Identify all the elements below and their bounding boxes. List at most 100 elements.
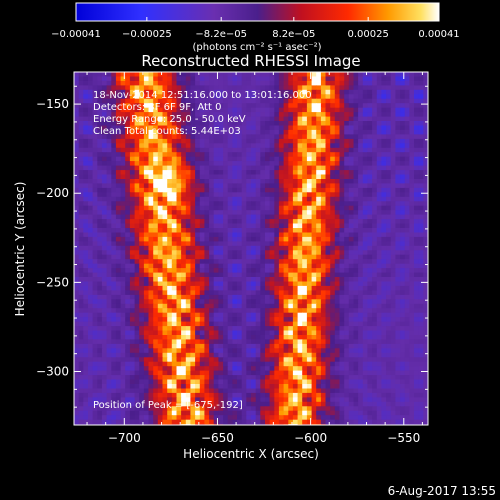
heatmap-cell	[325, 174, 331, 180]
heatmap-cell	[171, 299, 178, 305]
heatmap-cell	[157, 361, 164, 367]
heatmap-cell	[251, 125, 257, 131]
heatmap-cell	[409, 299, 415, 305]
heatmap-cell	[348, 219, 355, 225]
heatmap-cell	[423, 290, 428, 296]
heatmap-cell	[367, 263, 373, 269]
heatmap-cell	[125, 268, 131, 274]
heatmap-cell	[209, 361, 215, 367]
heatmap-cell	[302, 272, 308, 278]
heatmap-cell	[139, 210, 145, 216]
heatmap-cell	[195, 277, 201, 283]
heatmap-cell	[232, 272, 238, 278]
heatmap-cell	[353, 76, 359, 82]
heatmap-cell	[162, 317, 168, 323]
heatmap-cell	[190, 201, 196, 207]
heatmap-cell	[78, 219, 84, 225]
heatmap-cell	[199, 187, 206, 193]
heatmap-cell	[171, 357, 178, 363]
heatmap-cell	[390, 232, 396, 238]
heatmap-cell	[246, 357, 252, 363]
heatmap-cell	[171, 348, 178, 354]
heatmap-cell	[423, 125, 428, 131]
heatmap-cell	[344, 179, 350, 185]
heatmap-cell	[78, 339, 84, 345]
heatmap-cell	[297, 94, 303, 100]
heatmap-cell	[101, 236, 108, 242]
heatmap-cell	[134, 76, 140, 82]
heatmap-cell	[390, 187, 396, 193]
heatmap-cell	[348, 98, 355, 104]
heatmap-cell	[237, 361, 243, 367]
heatmap-cell	[78, 285, 84, 291]
heatmap-cell	[218, 352, 224, 358]
heatmap-cell	[143, 250, 150, 256]
heatmap-cell	[181, 116, 187, 122]
heatmap-cell	[148, 170, 154, 176]
heatmap-cell	[185, 299, 192, 305]
heatmap-cell	[125, 103, 131, 109]
heatmap-cell	[423, 187, 428, 193]
heatmap-cell	[386, 152, 392, 158]
heatmap-cell	[288, 107, 294, 113]
heatmap-cell	[400, 214, 406, 220]
heatmap-cell	[111, 312, 117, 318]
heatmap-cell	[306, 85, 313, 91]
heatmap-cell	[278, 121, 285, 127]
heatmap-cell	[274, 232, 280, 238]
heatmap-cell	[162, 174, 168, 180]
heatmap-cell	[386, 250, 392, 256]
heatmap-cell	[237, 143, 243, 149]
heatmap-cell	[74, 317, 80, 323]
heatmap-cell	[334, 170, 341, 176]
heatmap-cell	[125, 223, 131, 229]
heatmap-cell	[195, 223, 201, 229]
heatmap-cell	[83, 170, 89, 176]
heatmap-cell	[255, 241, 261, 247]
heatmap-cell	[246, 312, 252, 318]
heatmap-cell	[227, 125, 233, 131]
heatmap-cell	[129, 263, 136, 269]
heatmap-cell	[241, 129, 247, 135]
heatmap-cell	[74, 343, 80, 349]
heatmap-cell	[423, 263, 428, 269]
heatmap-cell	[320, 156, 327, 162]
heatmap-cell	[97, 330, 103, 336]
heatmap-cell	[339, 228, 345, 234]
heatmap-cell	[162, 339, 168, 345]
heatmap-cell	[92, 179, 98, 185]
heatmap-cell	[209, 201, 215, 207]
heatmap-cell	[157, 317, 164, 323]
heatmap-cell	[139, 294, 145, 300]
heatmap-cell	[400, 321, 406, 327]
heatmap-cell	[199, 326, 206, 332]
heatmap-cell	[129, 339, 136, 345]
heatmap-cell	[97, 165, 103, 171]
heatmap-cell	[74, 299, 80, 305]
heatmap-cell	[120, 183, 126, 189]
heatmap-cell	[227, 183, 233, 189]
heatmap-cell	[171, 161, 178, 167]
heatmap-cell	[120, 361, 126, 367]
heatmap-cell	[218, 303, 224, 309]
heatmap-cell	[148, 268, 154, 274]
heatmap-cell	[115, 321, 122, 327]
heatmap-cell	[330, 138, 336, 144]
heatmap-cell	[223, 335, 229, 341]
heatmap-cell	[358, 134, 364, 140]
heatmap-cell	[125, 277, 131, 283]
heatmap-cell	[204, 72, 210, 78]
heatmap-cell	[199, 312, 206, 318]
heatmap-cell	[115, 161, 122, 167]
heatmap-cell	[376, 179, 383, 185]
heatmap-cell	[362, 214, 369, 220]
heatmap-cell	[330, 285, 336, 291]
heatmap-cell	[181, 179, 187, 185]
heatmap-cell	[400, 277, 406, 283]
heatmap-cell	[269, 187, 275, 193]
heatmap-cell	[101, 147, 108, 153]
heatmap-cell	[176, 72, 182, 78]
heatmap-cell	[111, 72, 117, 78]
heatmap-cell	[288, 263, 294, 269]
heatmap-cell	[227, 308, 233, 314]
